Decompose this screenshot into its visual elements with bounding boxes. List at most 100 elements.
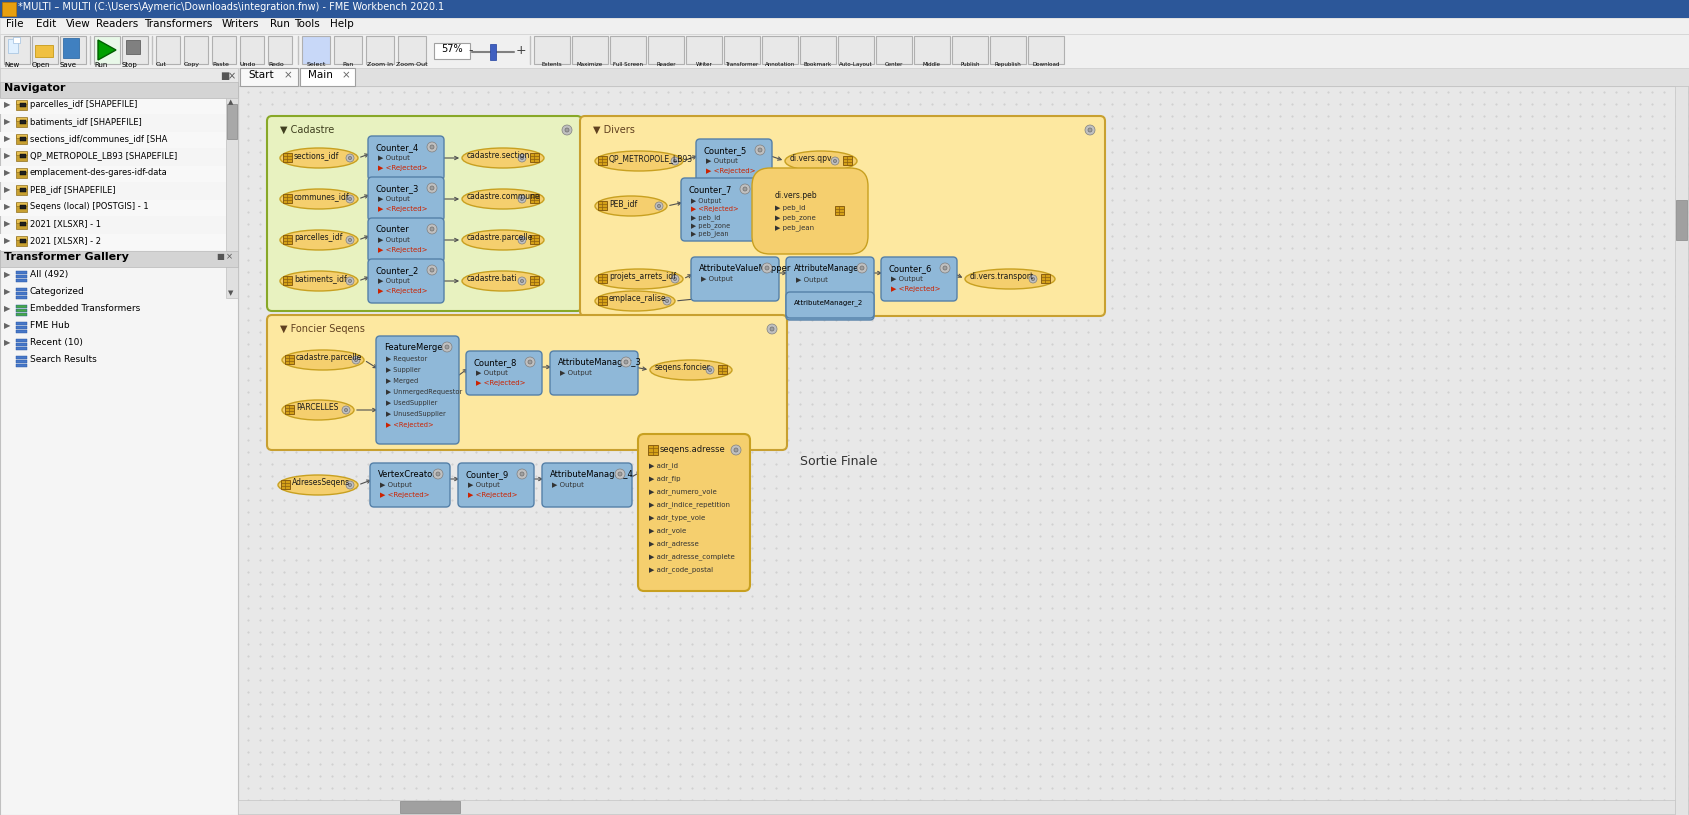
Text: ▶ UnusedSupplier: ▶ UnusedSupplier	[387, 411, 446, 417]
Bar	[0, 68, 238, 82]
Bar	[15, 186, 27, 195]
Bar	[284, 153, 292, 162]
Ellipse shape	[463, 271, 544, 291]
Circle shape	[731, 445, 741, 455]
Text: AdresesSeqens: AdresesSeqens	[292, 478, 350, 487]
Text: 2021 [XLSXR] - 1: 2021 [XLSXR] - 1	[30, 219, 101, 228]
Circle shape	[762, 263, 772, 273]
Bar	[530, 153, 539, 162]
FancyBboxPatch shape	[267, 315, 787, 450]
Text: Download: Download	[1032, 62, 1059, 67]
Text: ▶ peb_id: ▶ peb_id	[775, 204, 806, 211]
Circle shape	[520, 472, 524, 476]
Circle shape	[735, 448, 738, 452]
Bar	[610, 36, 645, 64]
Circle shape	[1029, 275, 1037, 283]
Text: AttributeManager_3: AttributeManager_3	[557, 358, 642, 367]
Bar	[15, 169, 27, 178]
Bar	[62, 38, 79, 58]
Bar	[238, 68, 1689, 86]
Bar	[15, 236, 27, 240]
Text: ▶ adr_numero_voie: ▶ adr_numero_voie	[649, 488, 716, 495]
Text: ×: ×	[284, 70, 292, 80]
Text: Auto-Layout: Auto-Layout	[839, 62, 873, 67]
FancyBboxPatch shape	[579, 116, 1105, 316]
Text: ▶ Output: ▶ Output	[706, 158, 738, 164]
Bar	[302, 36, 329, 64]
Text: cadastre.bati: cadastre.bati	[466, 274, 519, 283]
Text: Main: Main	[307, 70, 333, 80]
Circle shape	[665, 299, 669, 302]
FancyBboxPatch shape	[638, 434, 750, 591]
Text: Run: Run	[95, 62, 108, 68]
Circle shape	[345, 408, 348, 412]
Text: ×: ×	[341, 70, 351, 80]
Text: Sortie Finale: Sortie Finale	[801, 455, 878, 468]
Text: ▶ Output: ▶ Output	[691, 198, 721, 204]
Text: ▶ Output: ▶ Output	[378, 237, 410, 243]
Text: ▶ UsedSupplier: ▶ UsedSupplier	[387, 400, 437, 406]
Text: Extents: Extents	[542, 62, 562, 67]
Circle shape	[664, 297, 671, 305]
Bar	[32, 36, 57, 64]
Circle shape	[427, 183, 437, 193]
Bar	[0, 132, 226, 148]
Bar	[914, 36, 949, 64]
Text: ×: ×	[226, 252, 233, 261]
Circle shape	[348, 156, 351, 160]
Bar	[686, 36, 721, 64]
Circle shape	[346, 481, 355, 489]
FancyBboxPatch shape	[458, 463, 534, 507]
Bar	[15, 360, 27, 363]
Text: di.vers.transport: di.vers.transport	[969, 272, 1034, 281]
Text: Transformer Gallery: Transformer Gallery	[3, 252, 128, 262]
Bar	[284, 235, 292, 244]
Text: ▶ Output: ▶ Output	[561, 370, 591, 376]
Circle shape	[346, 277, 355, 285]
Circle shape	[615, 469, 625, 479]
Text: Start: Start	[248, 70, 274, 80]
Circle shape	[1084, 125, 1094, 135]
Bar	[598, 296, 606, 305]
Bar	[953, 36, 988, 64]
Circle shape	[520, 239, 524, 241]
Bar	[15, 237, 27, 246]
Text: Paste: Paste	[213, 62, 230, 67]
Text: ▶ <Rejected>: ▶ <Rejected>	[380, 492, 429, 498]
Circle shape	[562, 125, 573, 135]
FancyBboxPatch shape	[368, 177, 444, 221]
Text: Counter_6: Counter_6	[888, 264, 932, 273]
Circle shape	[427, 265, 437, 275]
Circle shape	[351, 356, 360, 364]
Bar	[15, 101, 27, 110]
Text: Search Results: Search Results	[30, 355, 96, 364]
Text: ▶ Output: ▶ Output	[378, 278, 410, 284]
Circle shape	[831, 157, 839, 165]
Text: ▶: ▶	[3, 168, 10, 177]
Text: Navigator: Navigator	[3, 83, 66, 93]
Bar	[15, 292, 27, 294]
Bar	[530, 235, 539, 244]
Bar	[15, 117, 27, 121]
Bar	[0, 34, 1689, 68]
Text: ▶ <Rejected>: ▶ <Rejected>	[387, 422, 434, 428]
Circle shape	[519, 236, 525, 244]
FancyBboxPatch shape	[542, 463, 632, 507]
Text: All (492): All (492)	[30, 270, 68, 279]
Bar	[15, 219, 27, 223]
Circle shape	[671, 157, 679, 165]
Text: Counter_8: Counter_8	[475, 358, 517, 367]
Text: sections_idf: sections_idf	[294, 151, 339, 160]
Text: ▶: ▶	[3, 304, 10, 313]
Bar	[1675, 86, 1687, 815]
Text: ▶ peb_zone: ▶ peb_zone	[775, 214, 816, 221]
Bar	[400, 801, 459, 813]
Text: ▶ <Rejected>: ▶ <Rejected>	[378, 247, 427, 253]
Circle shape	[755, 145, 765, 155]
Text: Zoom In: Zoom In	[367, 62, 394, 67]
Bar	[20, 222, 25, 226]
Bar	[598, 201, 606, 210]
Bar	[20, 103, 25, 107]
Bar	[15, 220, 27, 229]
Text: ▶ <Rejected>: ▶ <Rejected>	[706, 168, 755, 174]
